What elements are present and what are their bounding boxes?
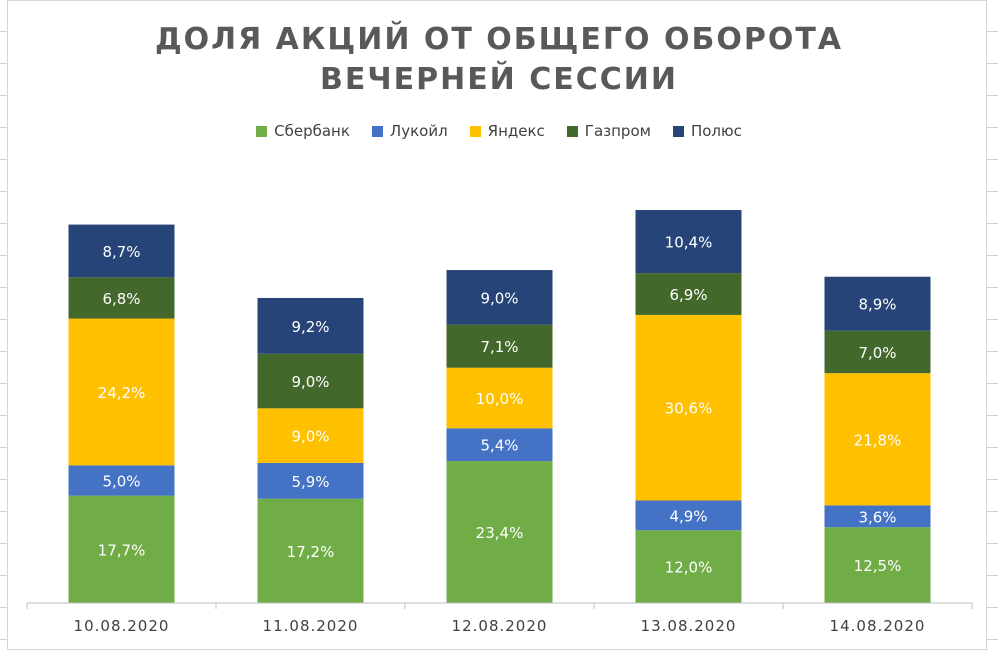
data-label: 12,5% [854, 557, 902, 575]
legend-swatch [469, 125, 481, 137]
bar-segment[interactable] [68, 318, 175, 466]
data-label: 12,0% [665, 559, 713, 577]
data-label: 9,0% [480, 289, 518, 307]
data-label: 17,7% [98, 541, 146, 559]
legend-item-gazprom[interactable]: Газпром [566, 122, 651, 140]
legend-swatch [256, 125, 268, 137]
data-label: 8,9% [858, 296, 896, 314]
data-label: 4,9% [669, 507, 707, 525]
data-label: 10,0% [476, 390, 524, 408]
bar-segment[interactable] [824, 373, 931, 506]
data-label: 17,2% [287, 543, 335, 561]
bar-segment[interactable] [446, 324, 553, 368]
bar-segment[interactable] [635, 210, 742, 274]
bar-segment[interactable] [824, 505, 931, 528]
bar-segment[interactable] [68, 277, 175, 319]
data-label: 10,4% [665, 234, 713, 252]
bar-segment[interactable] [824, 276, 931, 331]
bar-segment[interactable] [446, 461, 553, 603]
data-label: 9,0% [291, 373, 329, 391]
legend-item-polyus[interactable]: Полюс [672, 122, 742, 140]
legend-label: Сбербанк [274, 122, 350, 140]
legend-item-sberbank[interactable]: Сбербанк [256, 122, 350, 140]
bar-segment[interactable] [257, 498, 364, 603]
bar-segment[interactable] [446, 428, 553, 462]
data-label: 23,4% [476, 524, 524, 542]
chart-title-line-1: ДОЛЯ АКЦИЙ ОТ ОБЩЕГО ОБОРОТА [154, 22, 844, 57]
bar-segment[interactable] [68, 224, 175, 278]
chart-title-line-2: ВЕЧЕРНЕЙ СЕССИИ [320, 62, 678, 97]
data-label: 9,0% [291, 428, 329, 446]
legend-swatch [566, 125, 578, 137]
data-label: 30,6% [665, 400, 713, 418]
bar-segment[interactable] [68, 495, 175, 603]
data-label: 7,0% [858, 344, 896, 362]
x-tick-label: 13.08.2020 [641, 617, 737, 635]
bar-segment[interactable] [446, 367, 553, 429]
data-label: 3,6% [858, 508, 896, 526]
bar-segment[interactable] [257, 353, 364, 409]
legend-label: Лукойл [389, 122, 448, 140]
bar-segment[interactable] [68, 465, 175, 496]
bar-segment[interactable] [635, 314, 742, 501]
chart-title: ДОЛЯ АКЦИЙ ОТ ОБЩЕГО ОБОРОТА ВЕЧЕРНЕЙ СЕ… [0, 20, 998, 100]
legend-item-lukoil[interactable]: Лукойл [371, 122, 448, 140]
data-label: 24,2% [98, 384, 146, 402]
data-label: 9,2% [291, 318, 329, 336]
bar-segment[interactable] [635, 500, 742, 531]
data-label: 5,0% [102, 472, 140, 490]
data-label: 8,7% [102, 243, 140, 261]
data-label: 21,8% [854, 431, 902, 449]
data-label: 7,1% [480, 338, 518, 356]
legend-label: Яндекс [487, 122, 545, 140]
data-label: 5,4% [480, 437, 518, 455]
data-label: 5,9% [291, 473, 329, 491]
bar-segment[interactable] [257, 297, 364, 354]
bar-segment[interactable] [446, 270, 553, 325]
legend-label: Полюс [690, 122, 742, 140]
bar-segment[interactable] [257, 462, 364, 499]
bar-segment[interactable] [635, 530, 742, 603]
legend-swatch [672, 125, 684, 137]
x-tick-label: 11.08.2020 [263, 617, 359, 635]
legend-label: Газпром [584, 122, 651, 140]
data-label: 6,8% [102, 290, 140, 308]
legend[interactable]: Сбербанк Лукойл Яндекс Газпром Полюс [0, 122, 998, 140]
data-label: 6,9% [669, 286, 707, 304]
bar-segment[interactable] [635, 273, 742, 315]
legend-swatch [371, 125, 383, 137]
legend-item-yandex[interactable]: Яндекс [469, 122, 545, 140]
bar-segment[interactable] [824, 527, 931, 603]
sheet-gridlines-right [987, 0, 998, 653]
x-tick-label: 10.08.2020 [74, 617, 170, 635]
x-tick-label: 14.08.2020 [830, 617, 926, 635]
sheet-gridlines-left [0, 0, 7, 653]
bar-segment[interactable] [257, 408, 364, 463]
bar-segment[interactable] [824, 330, 931, 374]
x-tick-label: 12.08.2020 [452, 617, 548, 635]
